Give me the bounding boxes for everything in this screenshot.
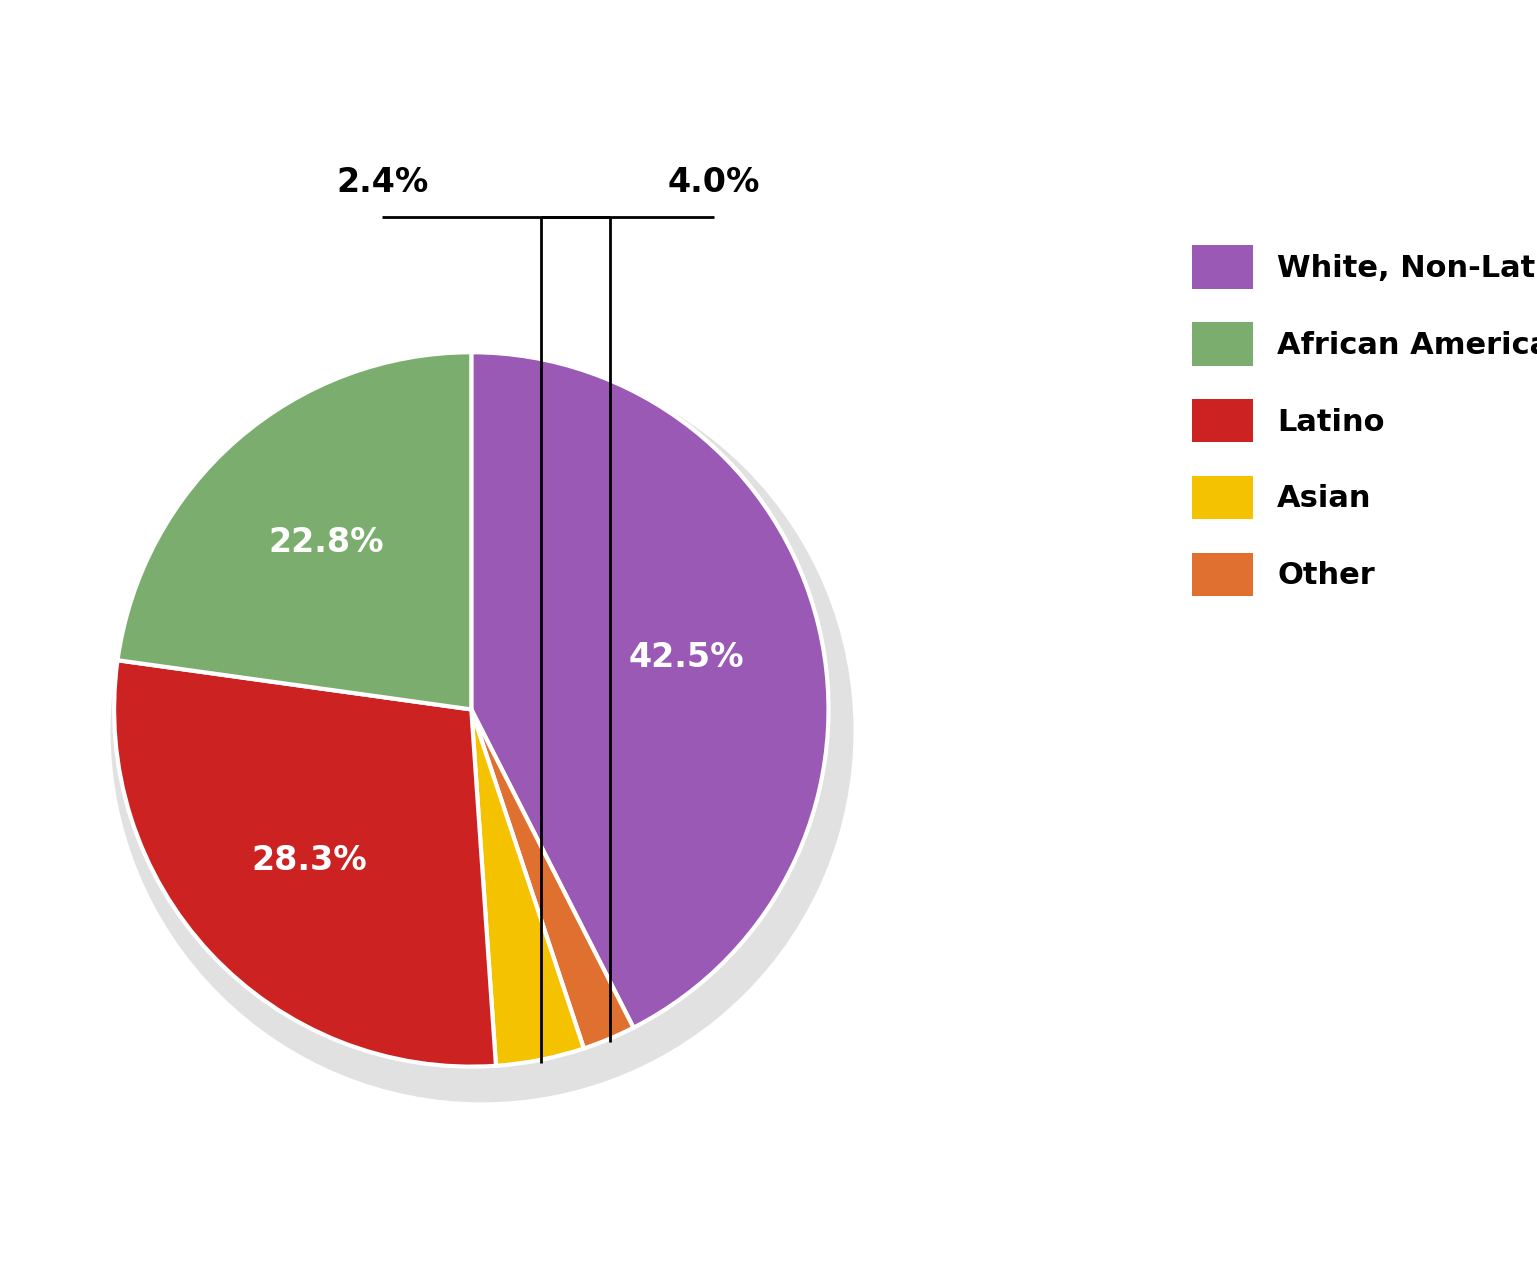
Text: 2.4%: 2.4% <box>337 166 429 199</box>
Text: 4.0%: 4.0% <box>669 166 761 199</box>
Text: 22.8%: 22.8% <box>267 526 384 559</box>
Wedge shape <box>117 352 472 709</box>
Wedge shape <box>472 709 633 1049</box>
Ellipse shape <box>111 360 853 1102</box>
Wedge shape <box>472 709 584 1065</box>
Text: 42.5%: 42.5% <box>629 642 744 674</box>
Text: 28.3%: 28.3% <box>252 843 367 877</box>
Legend: White, Non-Latino, African American, Latino, Asian, Other: White, Non-Latino, African American, Lat… <box>1179 234 1537 609</box>
Wedge shape <box>114 660 496 1067</box>
Wedge shape <box>472 352 828 1027</box>
